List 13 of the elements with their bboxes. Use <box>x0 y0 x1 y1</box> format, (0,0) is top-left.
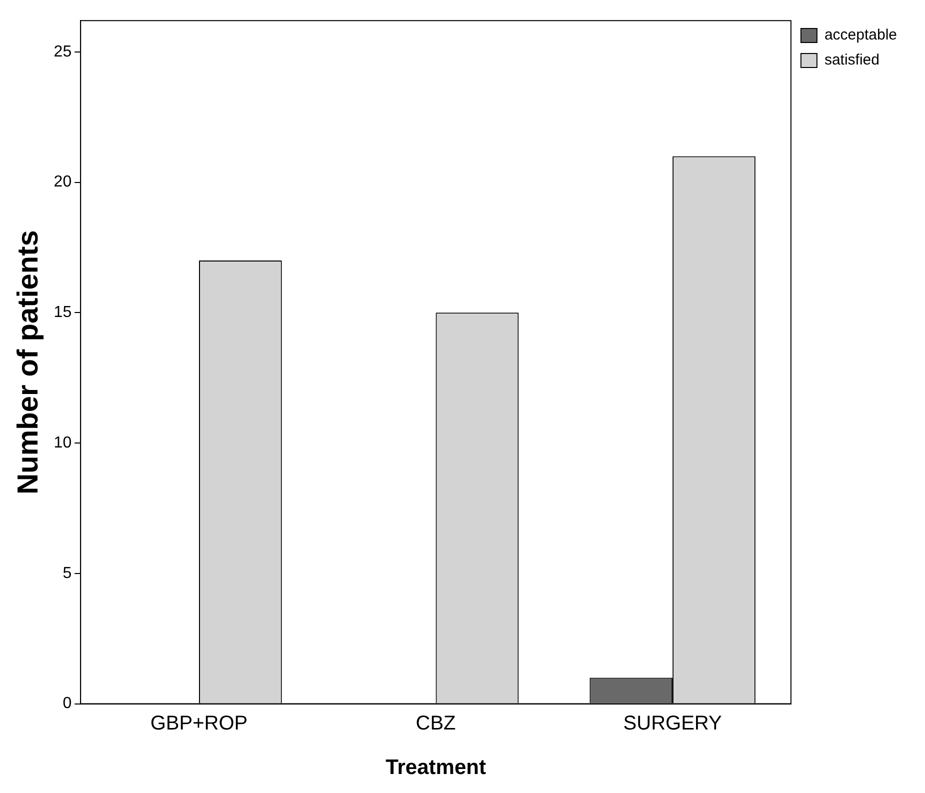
x-tick-label: CBZ <box>416 712 456 734</box>
x-tick-label: GBP+ROP <box>150 712 248 734</box>
y-tick-label: 0 <box>62 695 72 712</box>
x-tick-label: SURGERY <box>623 712 722 734</box>
legend-label: satisfied <box>824 52 880 69</box>
y-tick-label: 20 <box>54 174 72 191</box>
y-tick-label: 15 <box>54 304 72 322</box>
y-tick-label: 10 <box>54 434 72 452</box>
y-tick-label: 5 <box>62 564 72 582</box>
legend-label: acceptable <box>824 26 898 44</box>
y-axis-title: Number of patients <box>12 230 44 494</box>
y-tick-label: 25 <box>54 43 72 60</box>
x-axis-title: Treatment <box>386 756 486 780</box>
